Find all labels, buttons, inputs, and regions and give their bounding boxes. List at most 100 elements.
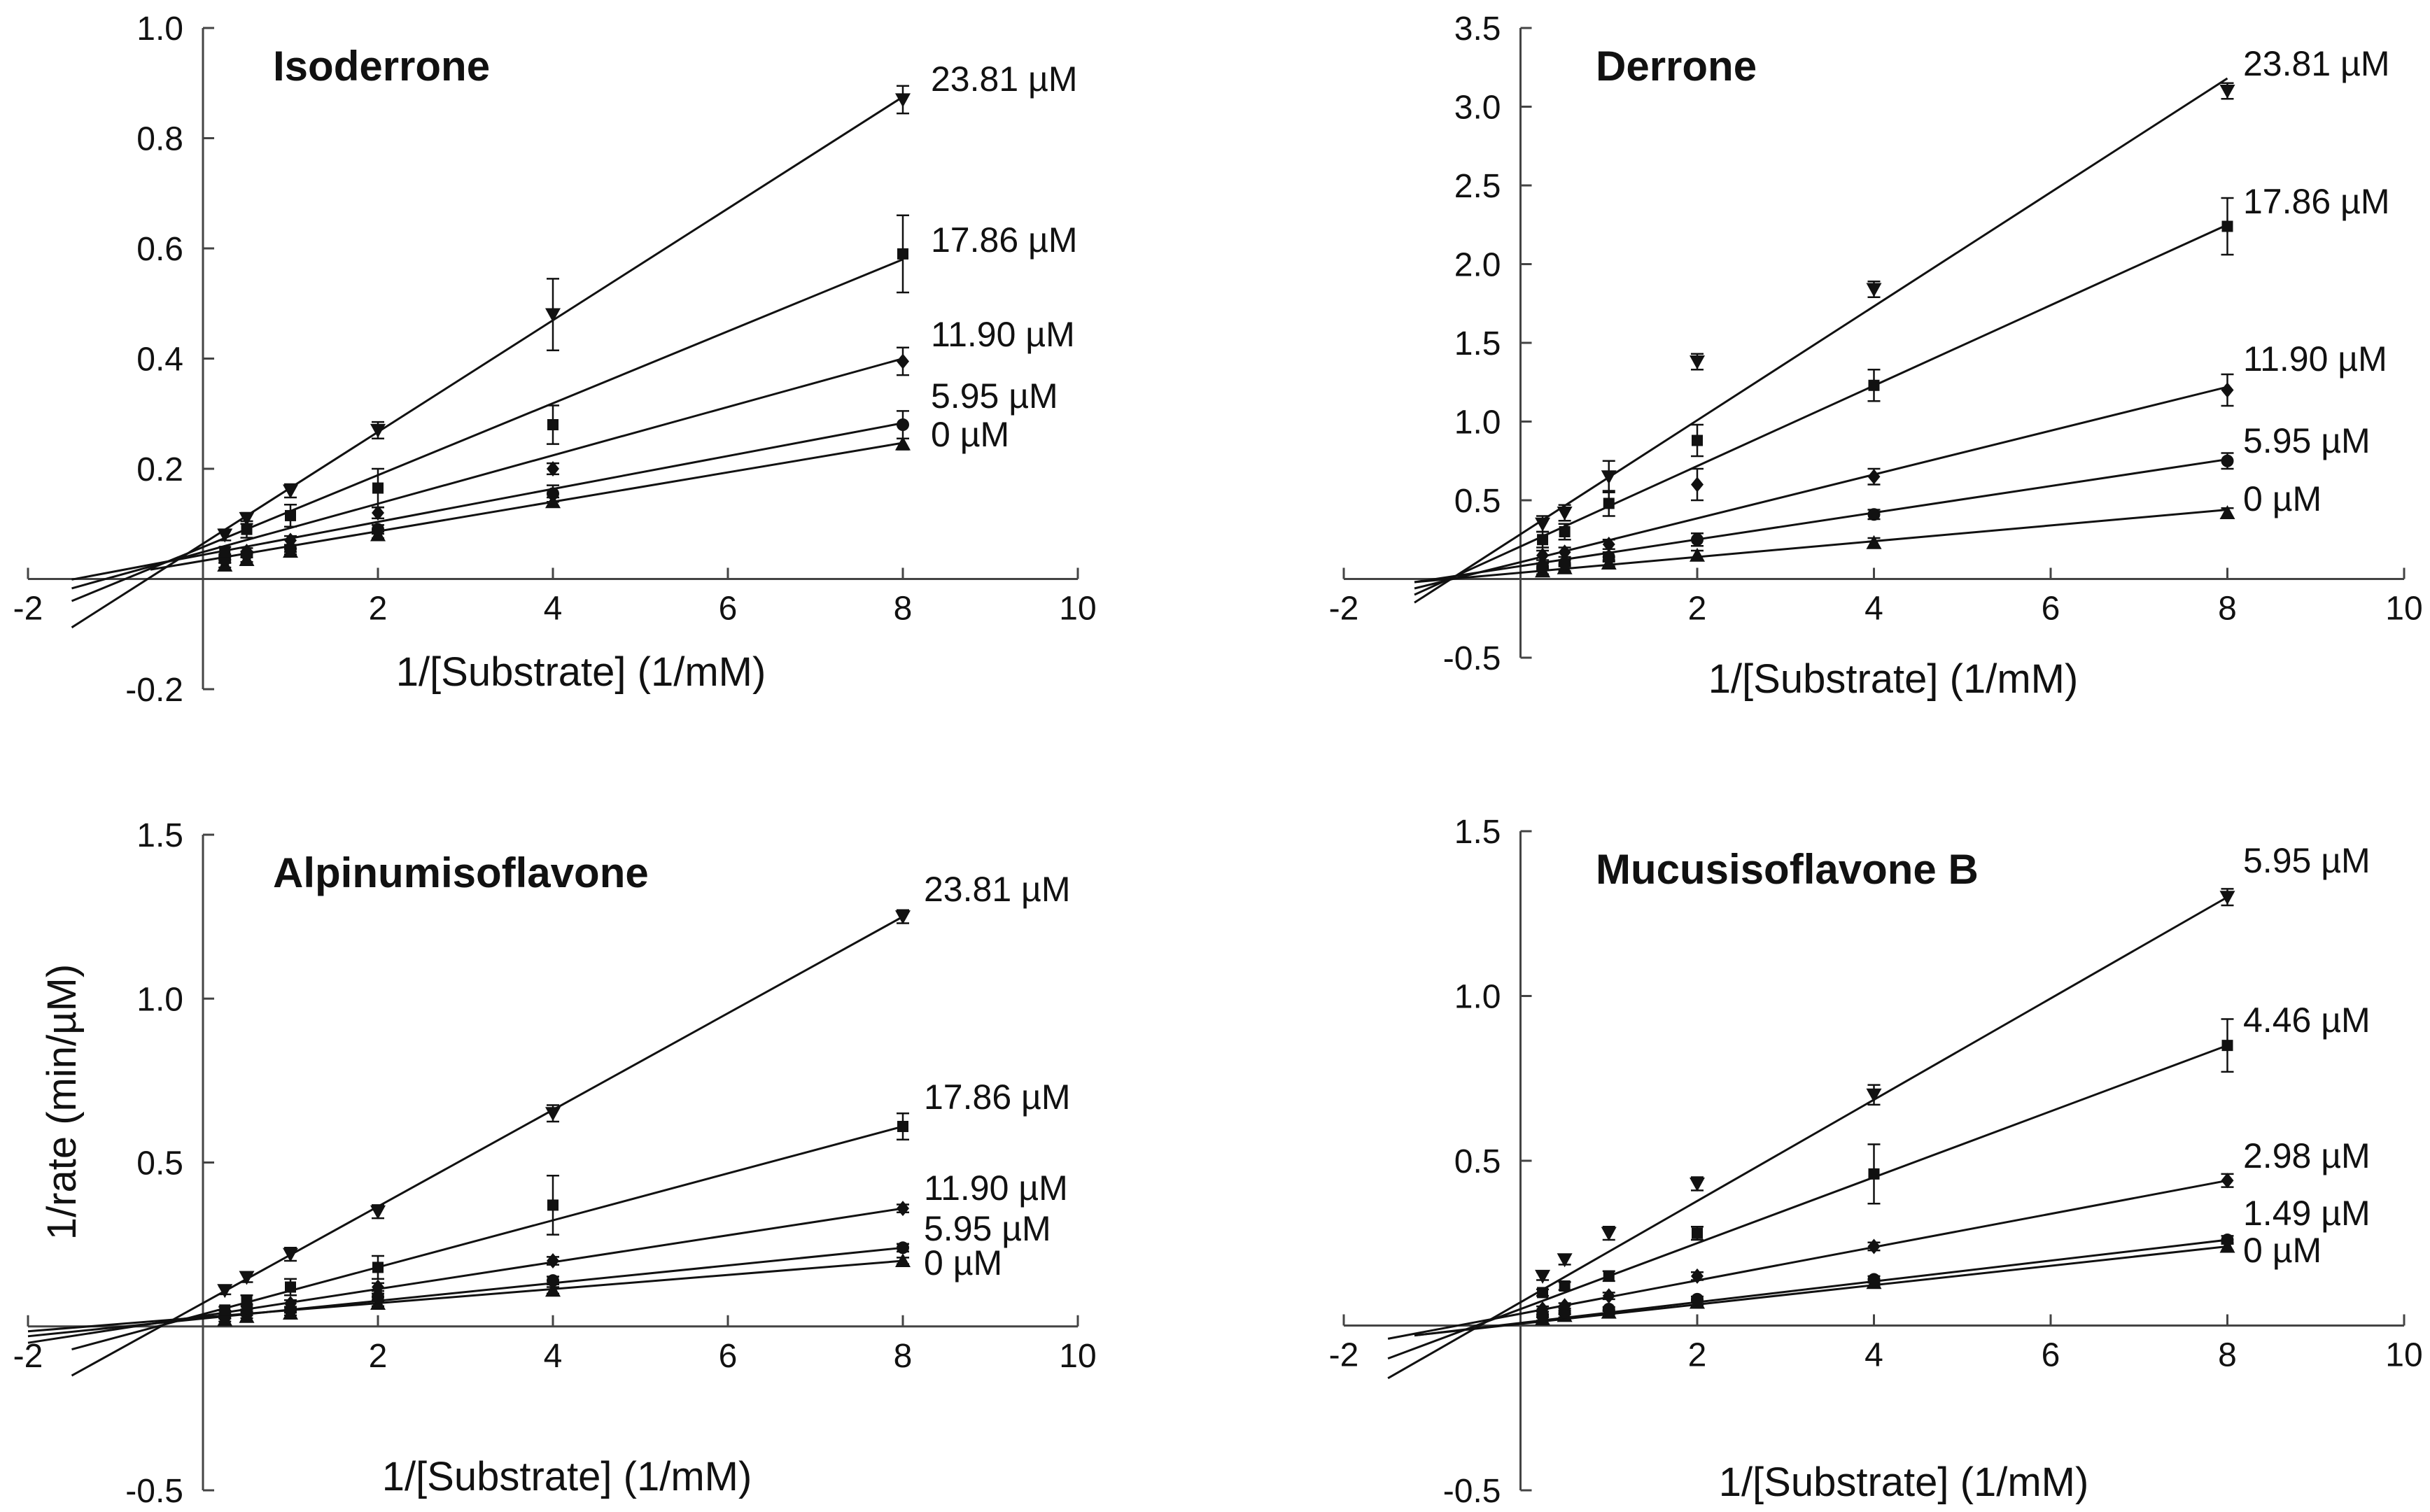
y-tick-label: -0.5 — [1443, 640, 1501, 677]
data-point — [285, 509, 296, 521]
x-tick-label: 6 — [2042, 1337, 2060, 1374]
data-point — [2219, 85, 2235, 99]
x-axis-label: 1/[Substrate] (1/mM) — [1719, 1460, 2089, 1505]
series-label: 17.86 µM — [2243, 182, 2389, 221]
data-point — [284, 1295, 297, 1311]
x-axis-label: 1/[Substrate] (1/mM) — [396, 649, 766, 695]
series-label: 11.90 µM — [924, 1168, 1068, 1208]
data-point — [372, 523, 384, 536]
y-tick-label: 0.6 — [136, 231, 183, 268]
data-point — [1537, 1287, 1549, 1299]
chart-panel-3: -2 2 4 6 8 10 -0.5 0.5 1.0 1.5 Alpinumisoflavone 1/… — [13, 817, 1097, 1510]
y-tick-label: 0.5 — [1454, 483, 1501, 520]
data-point — [1867, 469, 1881, 485]
data-point — [2221, 1173, 2234, 1189]
x-tick-label: 2 — [369, 1338, 388, 1375]
x-tick-label: 8 — [2218, 591, 2237, 628]
data-point — [2221, 1234, 2234, 1247]
y-tick-label: 0.5 — [136, 1145, 183, 1182]
data-point — [1691, 1268, 1704, 1284]
data-point — [370, 1205, 386, 1220]
data-point — [372, 1290, 384, 1303]
chart-title: Mucusisoflavone B — [1596, 846, 1979, 893]
data-point — [1690, 1177, 1705, 1192]
y-tick-label: 1.5 — [1454, 814, 1501, 851]
x-tick-label: 6 — [2042, 591, 2060, 628]
regression-line — [150, 441, 904, 571]
y-tick-label: 2.5 — [1454, 168, 1501, 205]
x-tick-label: 2 — [1688, 1337, 1707, 1374]
y-tick-label: -0.5 — [1443, 1473, 1501, 1510]
data-point — [2219, 891, 2235, 905]
data-point — [283, 484, 298, 499]
data-point — [1602, 1302, 1615, 1315]
y-tick-label: 0.2 — [136, 451, 183, 488]
data-point — [1602, 1288, 1615, 1304]
data-point — [547, 1253, 559, 1269]
regression-line — [1414, 386, 2228, 590]
data-point — [1558, 1298, 1571, 1314]
data-point — [897, 353, 909, 369]
regression-line — [71, 96, 904, 629]
data-point — [283, 1248, 298, 1262]
y-tick-label: 0.8 — [136, 121, 183, 158]
regression-line — [71, 358, 904, 590]
data-point — [1557, 507, 1573, 521]
x-tick-label: 8 — [894, 591, 913, 628]
data-point — [545, 308, 561, 323]
series-label: 5.95 µM — [931, 376, 1058, 416]
x-tick-label: -2 — [1329, 1337, 1359, 1374]
x-tick-label: 10 — [1059, 591, 1096, 628]
data-point — [372, 1262, 384, 1273]
data-point — [897, 1120, 908, 1132]
regression-line — [27, 1207, 904, 1344]
data-point — [372, 1279, 384, 1295]
series-label: 5.95 µM — [2243, 421, 2371, 460]
data-point — [1601, 470, 1617, 485]
series-label: 1.49 µM — [2243, 1194, 2371, 1233]
data-point — [217, 1284, 233, 1299]
chart-panel-2: -2 2 4 6 8 10 -0.5 0.5 1.0 1.5 2.0 2.5 3.0 3.5 Derrone… — [1329, 10, 2423, 702]
data-point — [1868, 1168, 1880, 1180]
data-point — [239, 1271, 255, 1285]
data-point — [545, 1107, 561, 1122]
regression-line — [71, 915, 904, 1377]
series-label: 17.86 µM — [931, 220, 1077, 260]
regression-line — [71, 258, 904, 602]
x-tick-label: 6 — [719, 591, 738, 628]
x-tick-label: -2 — [13, 591, 43, 628]
series-label: 17.86 µM — [924, 1078, 1070, 1117]
regression-line — [1387, 896, 2228, 1380]
regression-line — [1414, 223, 2228, 596]
data-point — [1603, 1270, 1615, 1282]
y-tick-label: 1.0 — [1454, 404, 1501, 441]
data-point — [1692, 434, 1703, 446]
series-label: 11.90 µM — [2243, 339, 2387, 379]
data-point — [1692, 1227, 1703, 1239]
data-point — [897, 1241, 909, 1255]
data-point — [372, 505, 384, 521]
series-label: 4.46 µM — [2243, 1001, 2371, 1040]
chart-title: Isoderrone — [273, 43, 490, 90]
data-point — [2221, 382, 2234, 398]
y-tick-label: 1.0 — [136, 10, 183, 48]
x-tick-label: 10 — [2385, 591, 2422, 628]
regression-line — [1387, 1179, 2228, 1340]
data-point — [895, 436, 911, 451]
data-point — [1690, 547, 1705, 562]
data-point — [1535, 517, 1551, 532]
data-point — [2221, 220, 2233, 232]
y-tick-label: 2.0 — [1454, 247, 1501, 284]
data-point — [1867, 1238, 1881, 1255]
data-point — [1867, 1273, 1881, 1286]
data-point — [1536, 1301, 1550, 1317]
x-tick-label: 10 — [2385, 1337, 2422, 1374]
regression-line — [1414, 1245, 2228, 1337]
data-point — [2219, 505, 2235, 519]
data-point — [217, 528, 233, 543]
chart-title: Alpinumisoflavone — [273, 849, 649, 896]
y-tick-label: 1.5 — [136, 817, 183, 854]
data-point — [1602, 551, 1615, 563]
data-point — [1866, 283, 1882, 297]
